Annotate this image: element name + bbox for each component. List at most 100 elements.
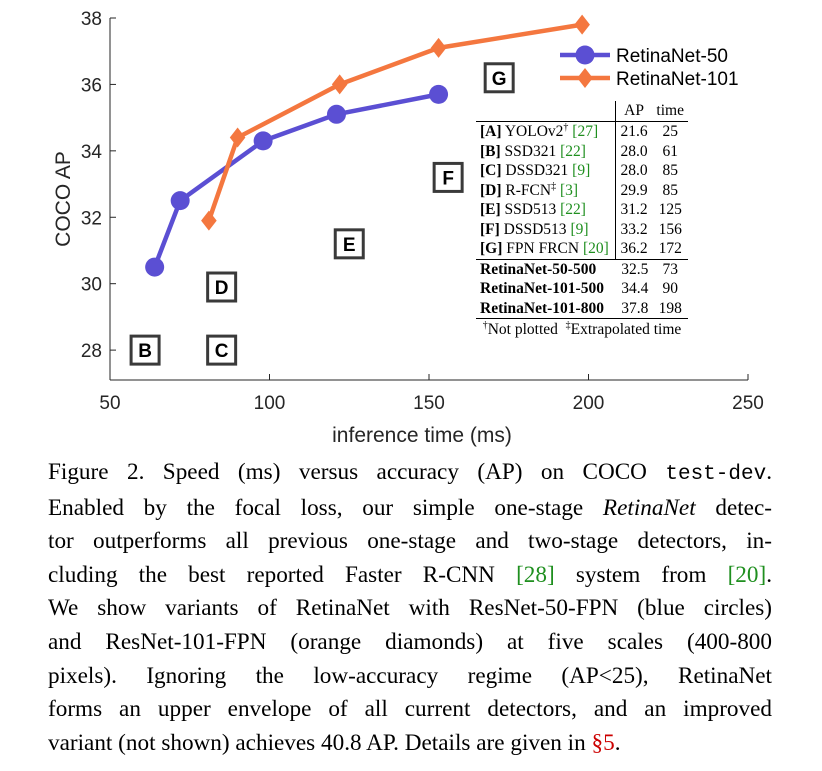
detector-marker-box [333, 228, 365, 260]
detector-label: SSD321 [504, 142, 557, 160]
citation-link[interactable]: [20] [727, 561, 767, 588]
detector-name: [D] R-FCN‡ [3] [476, 180, 616, 200]
y-tick-label: 32 [81, 208, 102, 229]
y-tick-label: 36 [81, 75, 102, 96]
table-row: [G] FPN FRCN [20] 36.2 172 [476, 239, 688, 259]
table-header-row: AP time [476, 101, 688, 122]
detector-marker-label: C [215, 341, 229, 362]
footnote-not-plotted: Not plotted [487, 321, 558, 338]
detector-tag: [E] [480, 201, 501, 218]
detector-name: [E] SSD513 [22] [476, 200, 616, 220]
x-axis-label: inference time (ms) [332, 424, 512, 447]
detector-name: [F] DSSD513 [9] [476, 219, 616, 239]
section-link[interactable]: §5 [591, 729, 615, 756]
table-body: [A] YOLOv2† [27] 21.6 25 [B] SSD321 [22] 28.… [476, 121, 688, 319]
detector-name: [G] FPN FRCN [20] [476, 239, 616, 259]
table-row: [A] YOLOv2† [27] 21.6 25 [476, 121, 688, 142]
table-footnote-row: †Not plotted ‡Extrapolated time [476, 319, 688, 342]
caption-text: Figure 2. Speed (ms) versus accuracy (AP… [48, 459, 666, 485]
retinanet-name: RetinaNet-101-500 [480, 280, 604, 297]
y-tick-label: 30 [81, 275, 102, 296]
x-tick-label: 150 [413, 393, 445, 414]
detector-marker-box [129, 334, 161, 366]
x-tick-label: 100 [254, 393, 286, 414]
x-tick-label: 50 [99, 393, 120, 414]
time-value: 85 [662, 162, 678, 179]
caption-line-6: and ResNet-101-FPN (orange diamonds) at … [48, 628, 772, 655]
time-value: 156 [658, 220, 682, 238]
detector-name: [A] YOLOv2† [27] [476, 121, 616, 142]
ap-value: 29.9 [620, 181, 648, 199]
table-footnote: †Not plotted ‡Extrapolated time [476, 319, 688, 342]
legend-marker [575, 45, 595, 65]
detector-label: SSD513 [504, 201, 557, 218]
x-tick-label: 200 [573, 393, 605, 414]
ap-value: 32.5 [615, 258, 653, 279]
caption-line-9: variant (not shown) achieves 40.8 AP. De… [48, 727, 772, 761]
detector-tag: [A] [480, 123, 502, 140]
footnote-mark: † [563, 121, 569, 133]
citation-link[interactable]: [9] [570, 220, 589, 238]
detector-tag: [F] [480, 220, 500, 238]
detector-marker-label: E [343, 235, 356, 256]
detector-label: R-FCN [505, 181, 552, 199]
y-axis-label: COCO AP [52, 151, 75, 247]
citation-link[interactable]: [28] [516, 561, 555, 588]
time-value: 73 [652, 258, 688, 279]
caption-text: system from [554, 561, 728, 588]
detector-name: [B] SSD321 [22] [476, 141, 616, 161]
detector-marker-box [432, 161, 464, 193]
time-value: 90 [662, 280, 678, 297]
caption-line-1: Figure 2. Speed (ms) versus accuracy (AP… [48, 456, 772, 492]
time-value: 198 [652, 298, 688, 319]
table-row-retinanet: RetinaNet-101-800 37.8 198 [476, 298, 688, 319]
time-value: 85 [662, 181, 678, 199]
citation-link[interactable]: [22] [560, 142, 586, 160]
detector-marker-box [206, 271, 238, 303]
caption-line-8: forms an upper envelope of all current d… [48, 696, 772, 723]
table-row: [B] SSD321 [22] 28.0 61 [476, 141, 688, 161]
detector-tag: [C] [480, 162, 502, 179]
time-value: 125 [658, 201, 682, 218]
data-point-retinanet-50 [170, 191, 190, 211]
ap-value: 21.6 [615, 121, 653, 142]
y-tick-label: 34 [81, 142, 103, 163]
ap-value: 31.2 [620, 201, 648, 218]
caption-line-2: Enabled by the focal loss, our simple on… [48, 492, 772, 526]
footnote-extrapolated: Extrapolated time [570, 321, 682, 338]
caption-line-7: pixels). Ignoring the low-accuracy regim… [48, 662, 772, 689]
data-point-retinanet-101 [331, 74, 348, 95]
legend-marker [577, 68, 593, 88]
ap-value: 33.2 [620, 220, 648, 238]
citation-link[interactable]: [3] [559, 181, 579, 199]
caption-text: variant (not shown) achieves 40.8 AP. De… [48, 729, 592, 756]
caption-text: . [766, 561, 773, 588]
detector-label: DSSD321 [505, 162, 569, 179]
detector-marker-box [206, 334, 238, 366]
data-point-retinanet-101 [229, 127, 246, 148]
footnote-dagger: † [482, 319, 488, 331]
caption-line-3: tor outperforms all previous one-stage a… [48, 528, 772, 555]
data-point-retinanet-50 [429, 84, 449, 104]
caption-text: Enabled by the focal loss, our simple on… [48, 494, 603, 521]
ap-value: 36.2 [620, 240, 648, 257]
caption-text: . [614, 729, 621, 756]
speed-accuracy-figure: 50 100 150 200 250 28 30 32 34 36 38 inference time… [52, 9, 764, 447]
citation-link[interactable]: [27] [572, 123, 599, 140]
time-value: 172 [658, 240, 682, 257]
data-point-retinanet-50 [253, 131, 273, 151]
citation-link[interactable]: [9] [572, 162, 591, 179]
table-header-blank [476, 101, 616, 122]
caption-line-5: We show variants of RetinaNet with ResNe… [48, 595, 772, 622]
data-point-retinanet-101 [430, 37, 447, 58]
detector-tag: [D] [480, 181, 502, 199]
citation-link[interactable]: [22] [560, 201, 586, 218]
legend-label: RetinaNet-50 [616, 46, 728, 67]
table-row: [E] SSD513 [22] 31.2 125 [476, 200, 688, 220]
data-point-retinanet-101 [201, 210, 217, 231]
citation-link[interactable]: [20] [582, 240, 609, 257]
detector-marker-label: F [442, 168, 454, 189]
ap-value: 34.4 [621, 280, 649, 297]
detector-marker-label: D [215, 278, 229, 299]
detector-marker-box [483, 62, 515, 94]
